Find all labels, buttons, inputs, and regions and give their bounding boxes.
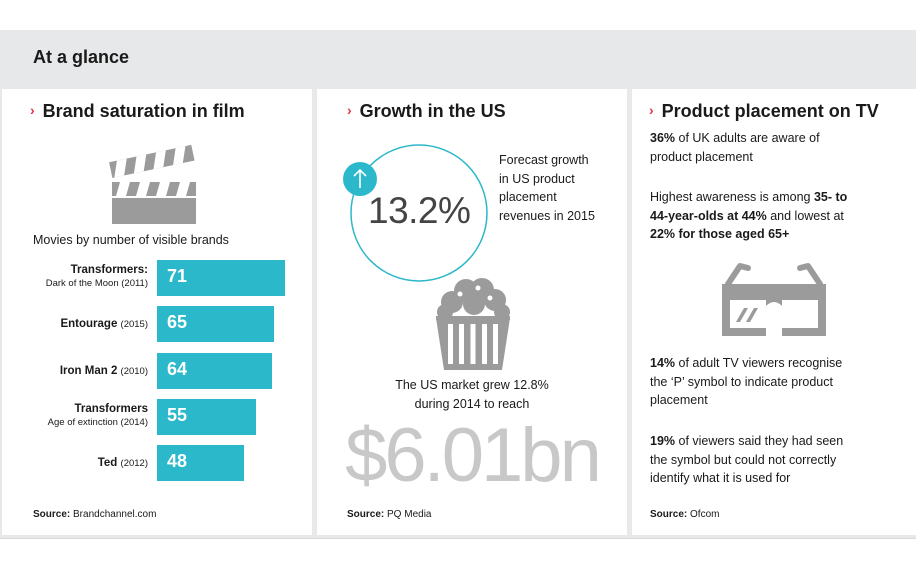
panel-title-us: › Growth in the US bbox=[347, 101, 506, 122]
tv-stat-2: Highest awareness is among 35- to 44-yea… bbox=[650, 188, 847, 244]
panel-title-tv: › Product placement on TV bbox=[649, 101, 879, 122]
stat-text: identify what it is used for bbox=[650, 471, 791, 485]
source-label: Source: bbox=[650, 509, 688, 520]
category-subtitle: Age of extinction (2014) bbox=[47, 416, 148, 428]
header-bar bbox=[0, 30, 916, 86]
category-year: (2012) bbox=[120, 458, 148, 470]
forecast-line: in US product bbox=[499, 171, 575, 186]
stat-bold: 36% bbox=[650, 131, 676, 145]
bar-category-label: Iron Man 2 (2010) bbox=[8, 364, 148, 379]
stat-text: of viewers said they had seen bbox=[675, 434, 844, 448]
panel-title-us-label: Growth in the US bbox=[359, 101, 506, 121]
source-us: Source: PQ Media bbox=[347, 509, 431, 520]
popcorn-icon bbox=[436, 278, 510, 370]
panel-title-film: › Brand saturation in film bbox=[30, 101, 245, 122]
source-label: Source: bbox=[33, 509, 71, 520]
bar: 55 bbox=[157, 398, 256, 435]
page-title: At a glance bbox=[33, 47, 130, 67]
panel-title-film-label: Brand saturation in film bbox=[42, 101, 245, 121]
market-line: during 2014 to reach bbox=[414, 396, 530, 411]
bar: 48 bbox=[157, 445, 244, 482]
bottom-divider bbox=[0, 538, 916, 539]
forecast-line: placement bbox=[499, 190, 557, 204]
bar-category-label: Transformers: Dark of the Moon (2011) bbox=[8, 263, 148, 291]
tv-stat-4: 19% of viewers said they had seen the sy… bbox=[650, 432, 843, 488]
bar-category-label: Transformers Age of extinction (2014) bbox=[8, 402, 148, 430]
stat-text: the ‘P’ symbol to indicate product bbox=[650, 374, 833, 389]
top-strip bbox=[0, 0, 916, 30]
market-text: The US market grew 12.8% during 2014 to … bbox=[317, 376, 627, 413]
stat-text: the symbol but could not correctly bbox=[650, 452, 837, 467]
stat-bold: 19% bbox=[650, 434, 676, 448]
source-tv: Source: Ofcom bbox=[650, 509, 719, 520]
bar-category-label: Entourage (2015) bbox=[8, 317, 148, 332]
3d-glasses-icon bbox=[722, 263, 826, 336]
stat-text: of UK adults are aware of bbox=[675, 131, 820, 145]
forecast-line: Forecast growth bbox=[499, 153, 589, 167]
bar-value-label: 64 bbox=[167, 358, 188, 379]
bar-value-label: 71 bbox=[167, 266, 188, 286]
category-year: (2010) bbox=[120, 365, 148, 377]
bar-value-label: 48 bbox=[167, 451, 188, 472]
tv-stat-3: 14% of adult TV viewers recognise the ‘P… bbox=[650, 354, 842, 410]
stat-bold: 14% bbox=[650, 356, 676, 370]
chevron-right-icon: › bbox=[30, 102, 35, 118]
stat-bold: 35- to bbox=[813, 190, 848, 204]
category-name: Ted bbox=[97, 457, 121, 470]
chart-subtitle: Movies by number of visible brands bbox=[33, 233, 229, 247]
clapperboard-icon bbox=[109, 144, 196, 224]
growth-percent: 13.2% bbox=[368, 190, 471, 231]
growth-circle bbox=[343, 144, 488, 282]
stat-text: and lowest at bbox=[766, 208, 844, 223]
stat-text: Highest awareness is among bbox=[650, 190, 814, 204]
category-subtitle: Dark of the Moon (2011) bbox=[45, 278, 148, 289]
market-line: The US market grew 12.8% bbox=[395, 378, 549, 392]
category-name: Entourage bbox=[60, 318, 121, 331]
chevron-right-icon: › bbox=[347, 102, 352, 118]
stat-text: product placement bbox=[650, 149, 753, 164]
forecast-text: Forecast growth in US product placement … bbox=[499, 151, 595, 225]
source-value: Ofcom bbox=[690, 509, 720, 520]
bar-value-label: 65 bbox=[167, 312, 188, 333]
bar-value-label: 55 bbox=[167, 404, 188, 425]
chevron-right-icon: › bbox=[649, 102, 654, 118]
source-value: Brandchannel.com bbox=[73, 509, 157, 520]
category-name: Transformers: bbox=[70, 264, 148, 276]
stat-bold: 22% for those aged 65+ bbox=[650, 227, 790, 241]
panel-title-tv-label: Product placement on TV bbox=[661, 101, 879, 121]
category-name: Transformers bbox=[74, 402, 148, 415]
bar: 71 bbox=[157, 260, 285, 296]
source-value: PQ Media bbox=[387, 509, 432, 520]
stat-text: of adult TV viewers recognise bbox=[675, 356, 843, 370]
stat-bold: 44-year-olds at 44% bbox=[650, 208, 767, 223]
category-name: Iron Man 2 bbox=[59, 364, 121, 377]
source-film: Source: Brandchannel.com bbox=[33, 509, 156, 520]
bar: 64 bbox=[157, 352, 272, 389]
stat-text: placement bbox=[650, 393, 708, 407]
forecast-line: revenues in 2015 bbox=[499, 208, 595, 223]
bar-category-label: Ted (2012) bbox=[8, 456, 148, 471]
source-label: Source: bbox=[347, 509, 385, 520]
tv-stat-1: 36% of UK adults are aware of product pl… bbox=[650, 129, 820, 166]
bar: 65 bbox=[157, 306, 274, 343]
category-year: (2015) bbox=[120, 319, 148, 331]
big-value: $6.01bn bbox=[345, 413, 602, 498]
